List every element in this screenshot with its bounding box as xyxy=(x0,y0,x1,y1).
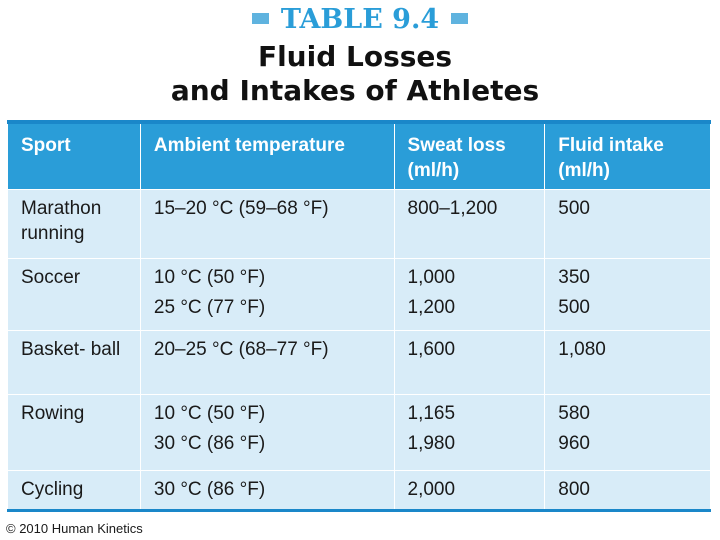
table-number-text: TABLE 9.4 xyxy=(280,4,440,35)
table-row: Rowing 10 °C (50 °F) 30 °C (86 °F) 1,165… xyxy=(7,394,711,471)
table-title-line-1: Fluid Losses xyxy=(257,40,453,73)
table-row: Marathon running 15–20 °C (59–68 °F) 800… xyxy=(7,189,711,259)
temperature-cell: 10 °C (50 °F) 30 °C (86 °F) xyxy=(139,394,395,471)
sweat-loss-value: 1,165 xyxy=(407,403,456,424)
fluid-intake-cell: 800 xyxy=(544,470,711,511)
sweat-loss-cell: 1,000 1,200 xyxy=(393,258,546,331)
sweat-loss-cell: 1,165 1,980 xyxy=(393,394,546,471)
sport-cell: Marathon running xyxy=(7,189,141,259)
column-header-fluid-intake: Fluid intake (ml/h) xyxy=(544,121,711,190)
table-row: Soccer 10 °C (50 °F) 25 °C (77 °F) 1,000… xyxy=(7,258,711,331)
table-row: Cycling 30 °C (86 °F) 2,000 800 xyxy=(7,470,711,511)
fluid-intake-cell: 500 xyxy=(544,189,711,259)
temperature-value: 20–25 °C (68–77 °F) xyxy=(153,339,329,360)
sweat-loss-cell: 2,000 xyxy=(393,470,546,511)
fluid-intake-value: 800 xyxy=(558,479,590,500)
temperature-cell: 15–20 °C (59–68 °F) xyxy=(139,189,395,259)
table-title-line-2: and Intakes of Athletes xyxy=(170,74,540,107)
fluid-intake-cell: 1,080 xyxy=(544,330,711,395)
temperature-value: 15–20 °C (59–68 °F) xyxy=(153,198,329,219)
sport-cell: Soccer xyxy=(7,258,141,331)
sport-cell: Cycling xyxy=(7,470,141,511)
fluid-intake-value: 580 xyxy=(558,403,590,424)
sweat-loss-cell: 800–1,200 xyxy=(393,189,546,259)
table-header-row: Sport Ambient temperature Sweat loss (ml… xyxy=(7,121,711,190)
table-number-label: TABLE 9.4 xyxy=(0,4,720,36)
fluid-intake-value: 350 xyxy=(558,267,590,288)
sweat-loss-value: 1,600 xyxy=(407,339,456,360)
fluid-intake-value: 500 xyxy=(558,198,590,219)
fluid-intake-value: 960 xyxy=(558,433,590,454)
temperature-value: 30 °C (86 °F) xyxy=(153,479,266,500)
column-header-sweat-loss: Sweat loss (ml/h) xyxy=(393,121,546,190)
column-header-temperature: Ambient temperature xyxy=(139,121,395,190)
sport-cell: Basket- ball xyxy=(7,330,141,395)
temperature-cell: 20–25 °C (68–77 °F) xyxy=(139,330,395,395)
table-title: Fluid Losses and Intakes of Athletes xyxy=(0,40,710,108)
temperature-cell: 10 °C (50 °F) 25 °C (77 °F) xyxy=(139,258,395,331)
sweat-loss-value: 1,200 xyxy=(407,297,456,318)
fluid-intake-cell: 350 500 xyxy=(544,258,711,331)
table-row: Basket- ball 20–25 °C (68–77 °F) 1,600 1… xyxy=(7,330,711,395)
sweat-loss-value: 1,000 xyxy=(407,267,456,288)
sweat-loss-value: 1,980 xyxy=(407,433,456,454)
temperature-value: 10 °C (50 °F) xyxy=(153,267,266,288)
sweat-loss-cell: 1,600 xyxy=(393,330,546,395)
temperature-value: 25 °C (77 °F) xyxy=(153,297,266,318)
fluid-intake-value: 500 xyxy=(558,297,590,318)
square-bullet-right-icon xyxy=(451,13,469,24)
fluid-intake-value: 1,080 xyxy=(558,339,606,360)
temperature-cell: 30 °C (86 °F) xyxy=(139,470,395,511)
square-bullet-left-icon xyxy=(251,13,269,24)
temperature-value: 30 °C (86 °F) xyxy=(153,433,266,454)
column-header-sport: Sport xyxy=(7,121,141,190)
fluid-losses-table: Sport Ambient temperature Sweat loss (ml… xyxy=(7,120,711,512)
sport-cell: Rowing xyxy=(7,394,141,471)
sweat-loss-value: 2,000 xyxy=(407,479,456,500)
fluid-intake-cell: 580 960 xyxy=(544,394,711,471)
sweat-loss-value: 800–1,200 xyxy=(407,198,498,219)
temperature-value: 10 °C (50 °F) xyxy=(153,403,266,424)
copyright-notice: © 2010 Human Kinetics xyxy=(6,521,143,536)
